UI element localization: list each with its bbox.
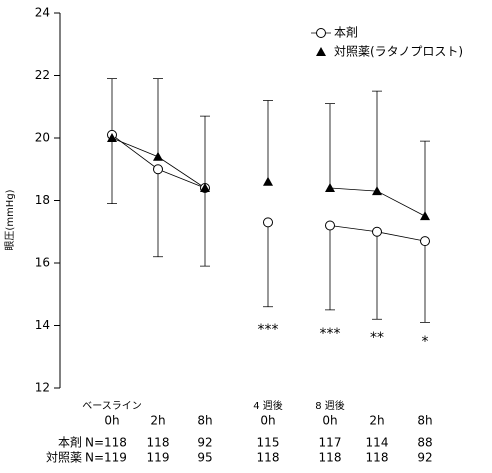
error-bar (107, 134, 117, 205)
error-bar (153, 78, 163, 157)
error-bar (153, 169, 163, 258)
significance: ** (370, 330, 384, 346)
legend-label: 対照薬(ラタノプロスト) (334, 45, 463, 59)
y-tick-label: 20 (35, 131, 50, 145)
n-value: N=118 (85, 436, 127, 450)
n-value: 92 (417, 451, 432, 465)
y-tick-label: 12 (35, 381, 50, 395)
error-bar (263, 222, 273, 308)
error-bar (200, 188, 210, 267)
n-value: 119 (147, 451, 170, 465)
point (107, 133, 117, 142)
n-value: 118 (366, 451, 389, 465)
n-value: 92 (197, 436, 212, 450)
x-group-label: 4 週後 (253, 399, 283, 412)
point (200, 183, 210, 192)
n-value: 95 (197, 451, 212, 465)
point (263, 217, 273, 228)
x-tick-label: 0h (260, 414, 275, 428)
x-tick-label: 8h (417, 414, 432, 428)
legend-marker (316, 47, 326, 56)
error-bar (107, 78, 117, 138)
y-tick-label: 18 (35, 193, 50, 207)
error-bar (263, 100, 273, 182)
error-bar (372, 90, 382, 192)
x-tick-label: 8h (197, 414, 212, 428)
point (325, 220, 335, 231)
y-tick-label: 16 (35, 256, 50, 270)
point (153, 164, 163, 175)
error-bar (325, 225, 335, 311)
legend-label: 本剤 (334, 25, 358, 40)
n-value: 115 (257, 436, 280, 450)
legend-marker (316, 28, 326, 38)
n-value: 118 (319, 451, 342, 465)
error-bar (325, 103, 335, 188)
n-value: 88 (417, 436, 432, 450)
point (325, 183, 335, 192)
x-tick-label: 2h (150, 414, 165, 428)
error-bar (420, 241, 430, 323)
error-bar (420, 140, 430, 217)
n-value: 117 (319, 436, 342, 450)
point (263, 176, 273, 186)
n-row-label: 本剤 (58, 435, 82, 450)
point (372, 226, 382, 237)
point (372, 186, 382, 196)
significance: * (422, 334, 429, 350)
point (420, 211, 430, 221)
point (420, 236, 430, 247)
x-group-label: ベースライン (82, 400, 142, 412)
line (111, 134, 206, 189)
point (153, 151, 163, 161)
error-bar (200, 115, 210, 188)
error-bar (372, 231, 382, 320)
y-tick-label: 14 (35, 318, 50, 332)
n-value: 118 (147, 436, 170, 450)
n-value: 118 (257, 451, 280, 465)
x-tick-label: 2h (369, 414, 384, 428)
y-tick-label: 22 (35, 68, 50, 82)
significance: *** (320, 326, 341, 342)
x-tick-label: 0h (104, 414, 119, 428)
significance: *** (258, 322, 279, 338)
y-tick-label: 24 (35, 6, 50, 20)
y-axis-label: 眼圧(mmHg) (4, 189, 16, 250)
x-tick-label: 0h (322, 414, 337, 428)
x-group-label: 8 週後 (315, 399, 345, 412)
n-value: 114 (366, 436, 389, 450)
n-row-label: 対照薬 (46, 451, 82, 465)
n-value: N=119 (85, 451, 127, 465)
